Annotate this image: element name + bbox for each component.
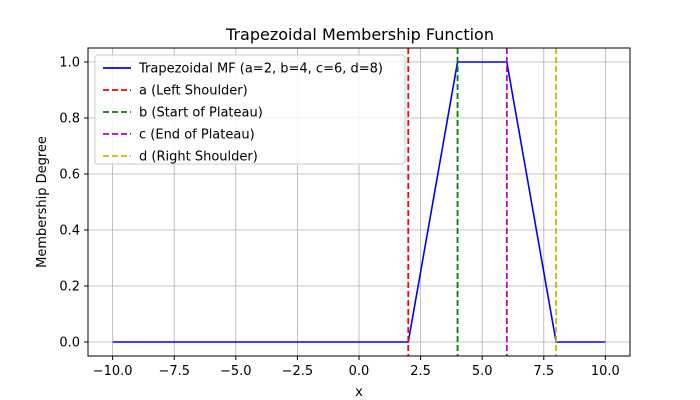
x-axis-label: x bbox=[355, 385, 363, 400]
y-tick-label: 0.2 bbox=[59, 280, 80, 295]
x-tick-label: 2.5 bbox=[410, 364, 431, 379]
x-tick-label: 10.0 bbox=[591, 364, 620, 379]
x-tick-label: −10.0 bbox=[93, 364, 133, 379]
legend-label: b (Start of Plateau) bbox=[139, 106, 263, 121]
legend-box bbox=[94, 54, 406, 165]
plot-lines bbox=[112, 48, 606, 356]
series-line bbox=[112, 61, 606, 343]
x-tick-label: −5.0 bbox=[220, 364, 252, 379]
x-ticks: −10.0 −7.5 −5.0 −2.5 0.0 2.5 5.0 7.5 10.0 bbox=[93, 356, 620, 379]
legend-label: Trapezoidal MF (a=2, b=4, c=6, d=8) bbox=[138, 62, 383, 77]
x-tick-label: 0.0 bbox=[349, 364, 370, 379]
legend-label: a (Left Shoulder) bbox=[139, 84, 248, 99]
x-tick-label: −2.5 bbox=[282, 364, 314, 379]
chart-title: Trapezoidal Membership Function bbox=[225, 25, 494, 44]
legend: Trapezoidal MF (a=2, b=4, c=6, d=8) a (Le… bbox=[94, 54, 406, 165]
y-tick-label: 0.6 bbox=[59, 168, 80, 183]
x-tick-label: 7.5 bbox=[533, 364, 554, 379]
x-tick-label: −7.5 bbox=[158, 364, 190, 379]
legend-label: d (Right Shoulder) bbox=[139, 150, 258, 165]
y-tick-label: 0.8 bbox=[59, 112, 80, 127]
y-tick-label: 1.0 bbox=[59, 56, 80, 71]
y-ticks: 0.0 0.2 0.4 0.6 0.8 1.0 bbox=[59, 56, 88, 351]
y-axis-label: Membership Degree bbox=[35, 136, 50, 268]
x-tick-label: 5.0 bbox=[472, 364, 493, 379]
y-tick-label: 0.0 bbox=[59, 336, 80, 351]
legend-label: c (End of Plateau) bbox=[139, 128, 255, 143]
y-tick-label: 0.4 bbox=[59, 224, 80, 239]
